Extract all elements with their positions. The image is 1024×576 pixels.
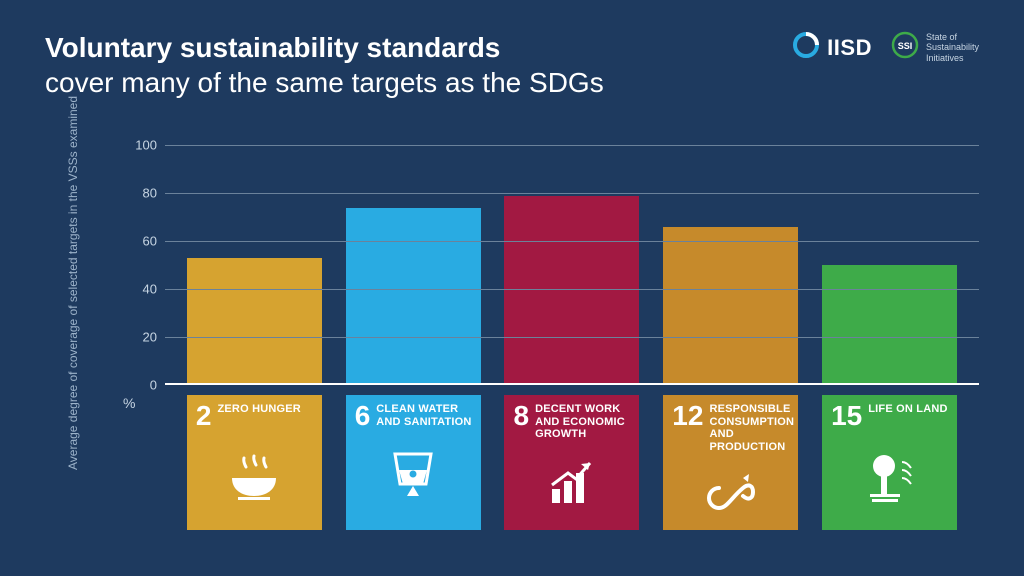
y-tick-label: 40 (143, 282, 157, 297)
iisd-ring-icon (791, 30, 821, 65)
gridline (165, 241, 979, 242)
logo-group: IISD SSI State of Sustainability Initiat… (791, 30, 979, 65)
gridline (165, 193, 979, 194)
gridline (165, 337, 979, 338)
y-tick-label: 100 (135, 138, 157, 153)
ssi-logo: SSI State of Sustainability Initiatives (890, 30, 979, 65)
sdg-title: RESPONSIBLE CONSUMPTION AND PRODUCTION (709, 403, 794, 454)
sdg-icon-growth (513, 441, 630, 522)
y-tick-label: 0 (150, 378, 157, 393)
sdg-title: DECENT WORK AND ECONOMIC GROWTH (535, 403, 630, 441)
sdg-tile-15: 15 LIFE ON LAND (822, 395, 957, 530)
bar-slot (187, 145, 322, 383)
chart: Average degree of coverage of selected t… (45, 145, 979, 541)
svg-text:SSI: SSI (898, 41, 913, 51)
sdg-tiles: 2ZERO HUNGER6CLEAN WATER AND SANITATION8… (165, 395, 979, 530)
sdg-number: 15 (831, 403, 862, 430)
sdg-number: 6 (355, 403, 371, 430)
bar-sdg-6 (346, 208, 481, 383)
gridline (165, 289, 979, 290)
bar-slot (504, 145, 639, 383)
title-block: Voluntary sustainability standards cover… (45, 30, 604, 100)
sdg-tile-8: 8DECENT WORK AND ECONOMIC GROWTH (504, 395, 639, 530)
plot-area (165, 145, 979, 385)
title-bold: Voluntary sustainability standards (45, 30, 604, 65)
sdg-title: LIFE ON LAND (868, 403, 947, 416)
sdg-icon-water (355, 430, 472, 522)
y-axis-label: Average degree of coverage of selected t… (66, 96, 80, 470)
bar-sdg-15 (822, 265, 957, 383)
sdg-tile-12: 12RESPONSIBLE CONSUMPTION AND PRODUCTION (663, 395, 798, 530)
sdg-tile-2: 2 ZERO HUNGER (187, 395, 322, 530)
bar-slot (822, 145, 957, 383)
sdg-icon-bowl (196, 430, 313, 522)
sdg-tile-6: 6CLEAN WATER AND SANITATION (346, 395, 481, 530)
y-axis-label-wrap: Average degree of coverage of selected t… (40, 145, 105, 421)
sdg-title: CLEAN WATER AND SANITATION (376, 403, 471, 428)
y-tick-label: 20 (143, 330, 157, 345)
bars-container (165, 145, 979, 383)
bar-sdg-12 (663, 227, 798, 383)
sdg-icon-infinity (672, 454, 789, 522)
unit-label: % (123, 395, 135, 411)
sdg-number: 2 (196, 403, 212, 430)
y-tick-label: 60 (143, 234, 157, 249)
sdg-number: 8 (513, 403, 529, 430)
bar-sdg-2 (187, 258, 322, 383)
header: Voluntary sustainability standards cover… (45, 30, 979, 100)
y-ticks: 020406080100 (123, 145, 163, 385)
iisd-text: IISD (827, 35, 872, 61)
gridline (165, 145, 979, 146)
ssi-text: State of Sustainability Initiatives (926, 32, 979, 63)
bar-slot (663, 145, 798, 383)
ssi-ring-icon: SSI (890, 30, 920, 65)
iisd-logo: IISD (791, 30, 872, 65)
sdg-title: ZERO HUNGER (217, 403, 300, 416)
sdg-icon-tree (831, 430, 948, 522)
bar-slot (346, 145, 481, 383)
title-rest: cover many of the same targets as the SD… (45, 65, 604, 100)
sdg-number: 12 (672, 403, 703, 430)
y-tick-label: 80 (143, 186, 157, 201)
